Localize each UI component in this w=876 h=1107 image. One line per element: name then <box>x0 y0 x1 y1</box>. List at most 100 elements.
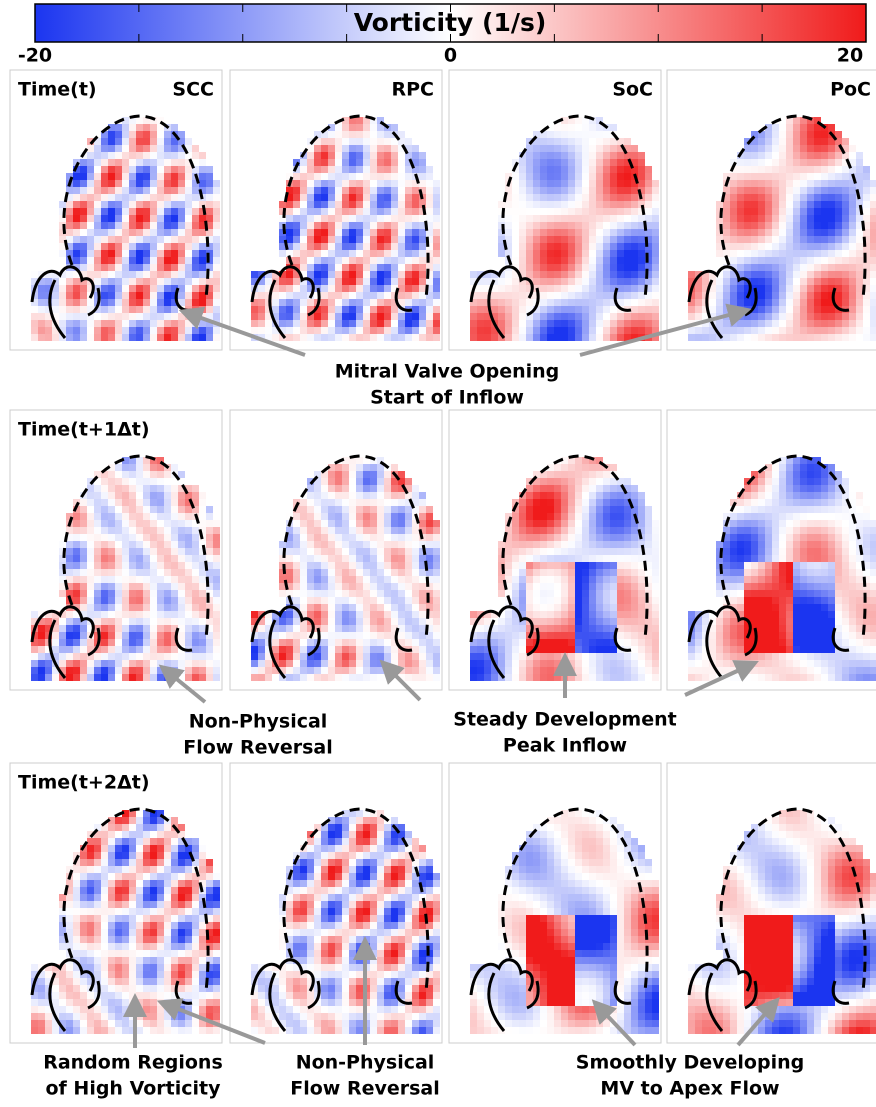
vorticity-cell <box>814 334 821 341</box>
vorticity-cell <box>758 173 765 180</box>
vorticity-cell <box>540 250 547 257</box>
vorticity-cell <box>533 327 540 334</box>
vorticity-cell <box>800 236 807 243</box>
vorticity-cell <box>143 250 150 257</box>
vorticity-cell <box>349 138 356 145</box>
vorticity-cell <box>519 257 526 264</box>
vorticity-cell <box>356 576 363 583</box>
vorticity-cell <box>199 492 206 499</box>
vorticity-cell <box>115 506 122 513</box>
vorticity-cell <box>433 229 440 236</box>
vorticity-cell <box>101 506 108 513</box>
vorticity-cell <box>807 201 814 208</box>
vorticity-cell <box>547 271 554 278</box>
vorticity-cell <box>349 180 356 187</box>
vorticity-cell <box>870 215 876 222</box>
vorticity-cell <box>363 478 370 485</box>
vorticity-cell <box>533 541 540 548</box>
vorticity-cell <box>122 618 129 625</box>
vorticity-cell <box>405 639 412 646</box>
vorticity-cell <box>349 124 356 131</box>
vorticity-cell <box>108 278 115 285</box>
vorticity-cell <box>631 271 638 278</box>
vorticity-cell <box>87 499 94 506</box>
vorticity-cell <box>638 667 645 674</box>
vorticity-cell <box>856 264 863 271</box>
vorticity-cell <box>115 520 122 527</box>
vorticity-cell <box>624 180 631 187</box>
vorticity-cell <box>377 271 384 278</box>
vorticity-cell <box>519 639 526 646</box>
vorticity-cell <box>779 159 786 166</box>
vorticity-cell <box>164 506 171 513</box>
vorticity-cell <box>143 229 150 236</box>
vorticity-cell <box>716 250 723 257</box>
vorticity-cell <box>328 660 335 667</box>
vorticity-cell <box>293 201 300 208</box>
vorticity-cell <box>484 667 491 674</box>
vorticity-cell <box>356 499 363 506</box>
vorticity-cell <box>568 674 575 681</box>
vorticity-cell <box>66 292 73 299</box>
vorticity-cell <box>150 597 157 604</box>
vorticity-cell <box>835 236 842 243</box>
vorticity-cell <box>828 313 835 320</box>
vorticity-cell <box>730 187 737 194</box>
vorticity-cell <box>842 334 849 341</box>
vorticity-cell <box>610 646 617 653</box>
vorticity-cell <box>645 187 652 194</box>
vorticity-cell <box>405 327 412 334</box>
vorticity-cell <box>617 590 624 597</box>
vorticity-cell <box>786 173 793 180</box>
vorticity-cell <box>533 201 540 208</box>
vorticity-cell <box>321 299 328 306</box>
vorticity-cell <box>433 208 440 215</box>
vorticity-cell <box>568 604 575 611</box>
vorticity-cell <box>575 117 582 124</box>
vorticity-cell <box>87 590 94 597</box>
vorticity-cell <box>300 569 307 576</box>
vorticity-cell <box>596 229 603 236</box>
vorticity-cell <box>603 278 610 285</box>
vorticity-cell <box>377 604 384 611</box>
vorticity-cell <box>136 257 143 264</box>
vorticity-cell <box>199 166 206 173</box>
vorticity-cell <box>391 520 398 527</box>
vorticity-cell <box>136 327 143 334</box>
vorticity-cell <box>772 271 779 278</box>
vorticity-cell <box>80 222 87 229</box>
vorticity-cell <box>185 653 192 660</box>
vorticity-cell <box>328 138 335 145</box>
vorticity-cell <box>342 478 349 485</box>
vorticity-cell <box>645 173 652 180</box>
vorticity-cell <box>286 313 293 320</box>
vorticity-cell <box>157 334 164 341</box>
vorticity-cell <box>129 257 136 264</box>
vorticity-cell <box>143 527 150 534</box>
vorticity-cell <box>178 180 185 187</box>
vorticity-cell <box>314 278 321 285</box>
vorticity-cell <box>744 327 751 334</box>
vorticity-cell <box>370 131 377 138</box>
vorticity-cell <box>38 674 45 681</box>
vorticity-cell <box>356 173 363 180</box>
vorticity-cell <box>213 292 220 299</box>
vorticity-cell <box>363 243 370 250</box>
vorticity-cell <box>129 492 136 499</box>
vorticity-cell <box>631 292 638 299</box>
vorticity-cell <box>419 576 426 583</box>
vorticity-cell <box>38 292 45 299</box>
vorticity-cell <box>73 527 80 534</box>
vorticity-cell <box>192 646 199 653</box>
vorticity-cell <box>419 327 426 334</box>
vorticity-cell <box>101 299 108 306</box>
vorticity-cell <box>321 194 328 201</box>
vorticity-cell <box>94 320 101 327</box>
vorticity-cell <box>561 320 568 327</box>
vorticity-cell <box>192 611 199 618</box>
vorticity-cell <box>547 569 554 576</box>
vorticity-cell <box>356 145 363 152</box>
vorticity-cell <box>136 534 143 541</box>
vorticity-cell <box>603 334 610 341</box>
vorticity-cell <box>603 471 610 478</box>
